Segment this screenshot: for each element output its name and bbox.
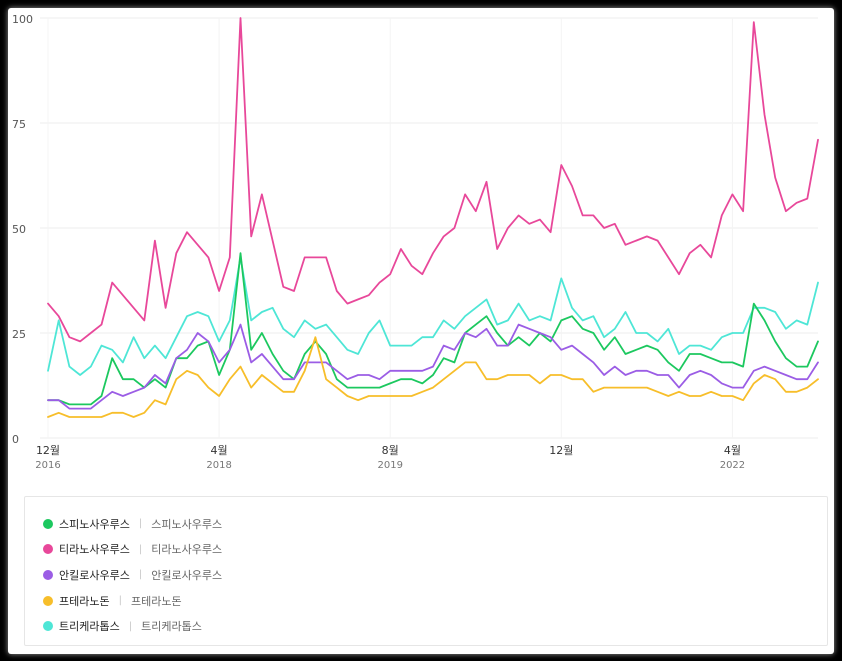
x-tick-label: 12월 (549, 444, 573, 457)
chart-panel: 0 25 50 75 100 12월 2016 4월 2018 8월 2019 12월 4월 2022 … (8, 8, 834, 654)
series-line (47, 256, 819, 376)
series-line (47, 336, 819, 418)
legend-color-dot (43, 621, 53, 632)
x-tick-label: 4월 (724, 444, 741, 457)
legend-separator: | (138, 518, 143, 530)
legend-label: 안킬로사우루스 (59, 568, 130, 582)
x-tick-sublabel: 2019 (377, 460, 402, 471)
y-tick-label: 0 (12, 433, 19, 446)
x-axis: 12월 2016 4월 2018 8월 2019 12월 4월 2022 (35, 444, 745, 471)
legend-color-dot (43, 595, 53, 606)
legend-separator: | (138, 543, 143, 555)
legend-label: 프테라노돈 (59, 594, 110, 608)
legend-sublabel: 안킬로사우루스 (151, 568, 223, 582)
y-tick-label: 50 (12, 223, 26, 236)
x-tick-sublabel: 2016 (35, 460, 60, 471)
y-tick-label: 25 (12, 328, 26, 341)
legend-item[interactable]: 티라노사우루스 | 티라노사우루스 (43, 537, 827, 563)
grid-lines (40, 17, 818, 439)
line-chart: 0 25 50 75 100 12월 2016 4월 2018 8월 2019 12월 4월 2022 (12, 13, 819, 471)
legend-color-dot (43, 518, 53, 529)
y-tick-label: 75 (12, 118, 26, 131)
legend-sublabel: 트리케라톱스 (141, 620, 202, 634)
x-tick-label: 12월 (36, 444, 60, 457)
legend-item[interactable]: 트리케라톱스 | 트리케라톱스 (43, 613, 827, 639)
legend-separator: | (128, 620, 133, 632)
legend-item[interactable]: 프테라노돈 | 프테라노돈 (43, 588, 827, 614)
y-axis: 0 25 50 75 100 (12, 13, 33, 446)
legend-item[interactable]: 스피노사우루스 | 스피노사우루스 (43, 511, 827, 537)
series-lines (47, 17, 819, 418)
legend-color-dot (43, 544, 53, 555)
legend-color-dot (43, 569, 53, 580)
legend: 스피노사우루스 | 스피노사우루스 티라노사우루스 | 티라노사우루스 안킬로사… (24, 496, 828, 646)
legend-sublabel: 스피노사우루스 (151, 517, 223, 531)
legend-separator: | (118, 595, 122, 607)
x-tick-sublabel: 2022 (720, 460, 745, 471)
series-line (47, 17, 819, 343)
legend-sublabel: 프테라노돈 (130, 594, 182, 608)
x-tick-label: 4월 (211, 444, 228, 457)
series-line (47, 323, 819, 410)
legend-label: 스피노사우루스 (59, 517, 130, 531)
y-tick-label: 100 (12, 13, 33, 26)
legend-item[interactable]: 안킬로사우루스 | 안킬로사우루스 (43, 562, 827, 588)
legend-label: 트리케라톱스 (59, 620, 120, 634)
legend-separator: | (138, 569, 143, 581)
x-tick-sublabel: 2018 (206, 460, 231, 471)
legend-label: 티라노사우루스 (59, 543, 130, 557)
x-tick-label: 8월 (382, 444, 399, 457)
legend-sublabel: 티라노사우루스 (151, 543, 223, 557)
